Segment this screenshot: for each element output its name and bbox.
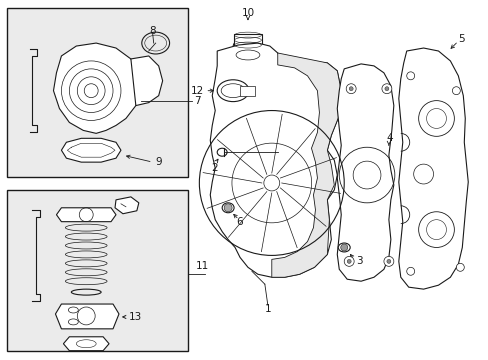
Circle shape: [340, 244, 347, 251]
Circle shape: [264, 175, 279, 191]
Text: 10: 10: [241, 8, 254, 18]
Text: 2: 2: [210, 163, 217, 173]
Text: 6: 6: [236, 217, 243, 227]
Polygon shape: [337, 64, 393, 281]
Polygon shape: [55, 304, 119, 329]
Text: 3: 3: [355, 256, 362, 266]
Polygon shape: [53, 43, 141, 133]
Bar: [234, 34, 262, 52]
Ellipse shape: [217, 80, 248, 102]
Polygon shape: [131, 56, 163, 105]
Text: 5: 5: [457, 34, 464, 44]
Text: 8: 8: [149, 26, 156, 36]
Circle shape: [451, 87, 459, 95]
Ellipse shape: [217, 148, 226, 156]
Text: 9: 9: [155, 157, 162, 167]
Polygon shape: [115, 197, 139, 214]
Text: 12: 12: [191, 86, 204, 96]
Ellipse shape: [338, 243, 349, 252]
Circle shape: [381, 84, 391, 94]
Circle shape: [383, 256, 393, 266]
Text: 11: 11: [195, 261, 208, 271]
Polygon shape: [61, 138, 121, 162]
Bar: [240, 86, 254, 96]
Bar: [7, 8, 188, 177]
Bar: [7, 190, 188, 351]
Circle shape: [384, 87, 388, 91]
Text: 4: 4: [386, 133, 393, 143]
Polygon shape: [398, 48, 468, 289]
Circle shape: [344, 256, 353, 266]
Circle shape: [346, 260, 350, 264]
Text: 7: 7: [194, 96, 201, 105]
Circle shape: [455, 264, 463, 271]
Text: 13: 13: [129, 312, 142, 322]
Polygon shape: [271, 53, 341, 277]
Ellipse shape: [233, 37, 263, 57]
Text: 1: 1: [264, 304, 270, 314]
Circle shape: [406, 72, 414, 80]
Circle shape: [346, 84, 355, 94]
Circle shape: [386, 260, 390, 264]
Polygon shape: [63, 337, 109, 351]
Polygon shape: [56, 208, 116, 222]
Ellipse shape: [222, 203, 234, 213]
Circle shape: [224, 204, 232, 212]
Circle shape: [348, 87, 352, 91]
Circle shape: [406, 267, 414, 275]
Polygon shape: [210, 43, 341, 277]
